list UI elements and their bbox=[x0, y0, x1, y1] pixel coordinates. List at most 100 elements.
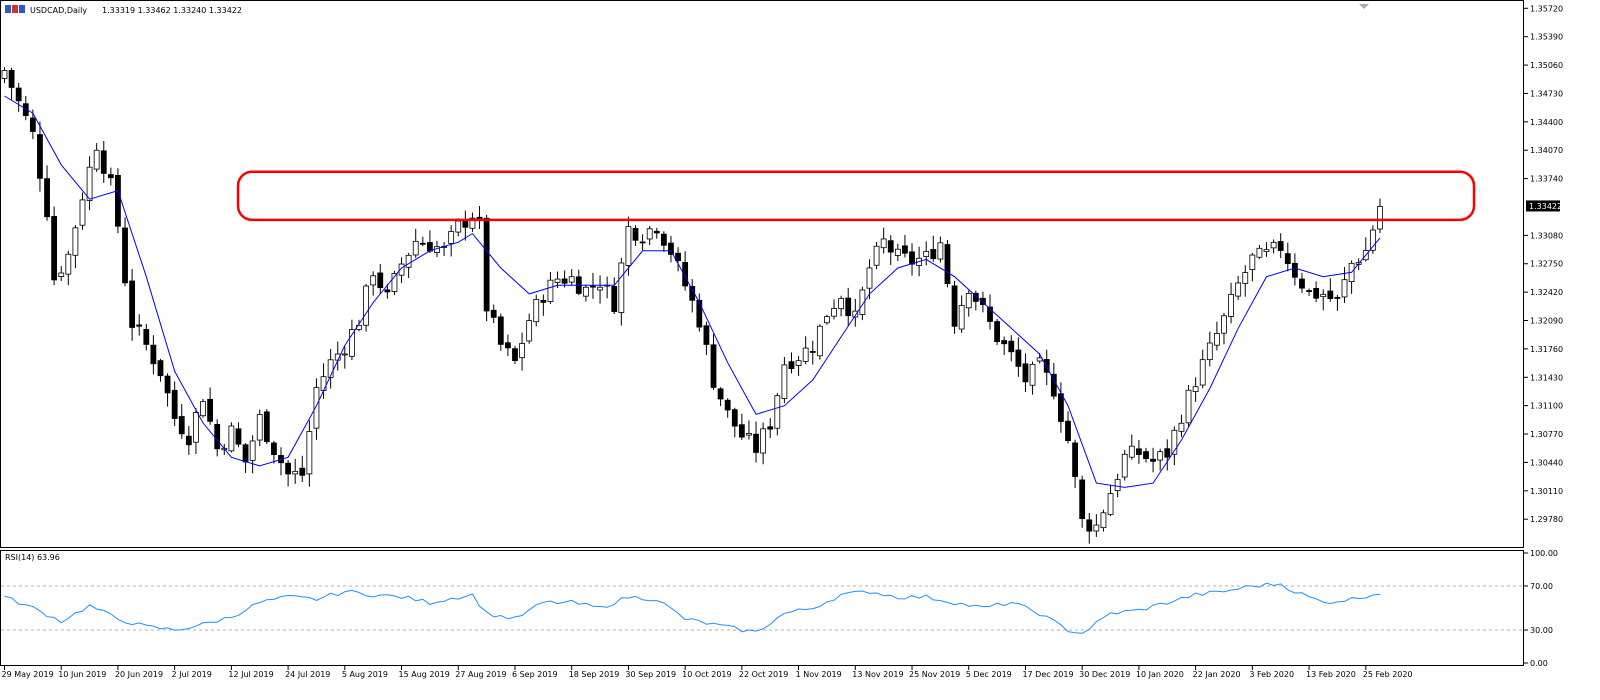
bull-candle bbox=[859, 289, 866, 315]
bear-candle bbox=[100, 150, 107, 174]
bull-candle bbox=[72, 227, 79, 256]
bear-candle bbox=[1327, 290, 1334, 299]
bear-candle bbox=[512, 348, 518, 361]
bull-candle bbox=[533, 299, 540, 323]
bull-candle bbox=[923, 250, 930, 257]
bear-candle bbox=[185, 435, 192, 446]
bear-candle bbox=[483, 217, 490, 312]
bull-candle bbox=[228, 425, 235, 452]
main-frame bbox=[0, 0, 1524, 666]
bear-candle bbox=[1164, 448, 1171, 458]
bear-candle bbox=[902, 245, 908, 254]
bear-candle bbox=[122, 227, 128, 284]
rsi-tick-label: 70.00 bbox=[1530, 582, 1553, 591]
chart-icon-2 bbox=[12, 5, 18, 13]
bull-candle bbox=[937, 242, 944, 260]
rsi-label: RSI(14) 63.96 bbox=[5, 553, 60, 562]
bull-candle bbox=[816, 325, 823, 357]
price-tick-label: 1.29780 bbox=[1530, 515, 1563, 524]
bear-candle bbox=[136, 324, 143, 327]
bull-candle bbox=[831, 308, 837, 317]
price-tick-label: 1.30110 bbox=[1530, 487, 1563, 496]
price-tick-label: 1.31100 bbox=[1530, 402, 1563, 411]
bull-candle bbox=[526, 320, 533, 342]
price-tick-label: 1.34400 bbox=[1530, 118, 1563, 127]
bear-candle bbox=[299, 467, 306, 476]
bear-candle bbox=[384, 289, 391, 293]
bear-candle bbox=[497, 316, 504, 345]
bull-candle bbox=[65, 253, 72, 275]
resistance-zone bbox=[236, 170, 1476, 222]
bull-candle bbox=[306, 431, 313, 475]
bear-candle bbox=[150, 344, 157, 365]
bear-candle bbox=[1015, 349, 1022, 367]
time-tick-label: 12 Jul 2019 bbox=[228, 670, 273, 679]
bear-candle bbox=[738, 424, 745, 438]
time-tick-label: 5 Aug 2019 bbox=[342, 670, 388, 679]
bull-candle bbox=[455, 220, 462, 233]
bull-candle bbox=[582, 286, 589, 297]
bear-candle bbox=[44, 178, 50, 218]
scroll-marker-icon[interactable] bbox=[1359, 4, 1369, 9]
bear-candle bbox=[37, 134, 43, 179]
bull-candle bbox=[1, 70, 8, 79]
time-tick-label: 15 Aug 2019 bbox=[399, 670, 450, 679]
bull-candle bbox=[398, 263, 405, 276]
bear-candle bbox=[972, 292, 979, 302]
bear-candle bbox=[22, 103, 29, 117]
bear-candle bbox=[143, 329, 150, 345]
candles bbox=[1, 67, 1383, 544]
bull-candle bbox=[349, 329, 355, 357]
bear-candle bbox=[930, 249, 937, 260]
bull-candle bbox=[1036, 357, 1043, 362]
bear-candle bbox=[171, 389, 178, 419]
symbol-label: USDCAD,Daily bbox=[30, 6, 87, 15]
time-tick-label: 5 Dec 2019 bbox=[966, 670, 1012, 679]
bear-candle bbox=[731, 409, 738, 427]
bull-candle bbox=[1157, 451, 1164, 461]
bear-candle bbox=[476, 216, 483, 220]
bear-candle bbox=[809, 351, 816, 353]
bull-candle bbox=[1093, 524, 1100, 532]
price-tick-label: 1.32090 bbox=[1530, 317, 1563, 326]
bear-candle bbox=[504, 342, 511, 349]
bull-candle bbox=[341, 353, 348, 356]
bear-candle bbox=[1065, 420, 1071, 442]
bear-candle bbox=[1143, 451, 1149, 460]
bull-candle bbox=[646, 228, 653, 240]
price-axis: 1.35720 1.35390 1.35060 1.34730 1.34400 1.340… bbox=[1523, 4, 1563, 524]
bear-candle bbox=[1022, 363, 1029, 383]
bull-candle bbox=[1228, 294, 1234, 317]
bull-candle bbox=[256, 414, 263, 441]
bull-candle bbox=[1128, 445, 1135, 458]
bull-candle bbox=[320, 376, 327, 391]
bull-candle bbox=[866, 267, 873, 289]
bull-candle bbox=[760, 428, 767, 454]
bull-candle bbox=[79, 199, 86, 226]
bear-candle bbox=[668, 242, 674, 255]
bear-candle bbox=[611, 286, 618, 312]
time-tick-label: 18 Sep 2019 bbox=[569, 670, 620, 679]
bull-candle bbox=[86, 166, 93, 201]
bull-candle bbox=[1221, 315, 1227, 334]
bull-candle bbox=[618, 262, 625, 313]
rsi-tick-label: 30.00 bbox=[1530, 626, 1553, 635]
bull-candle bbox=[894, 248, 901, 256]
bull-candle bbox=[838, 298, 845, 310]
time-tick-label: 20 Jun 2019 bbox=[115, 670, 163, 679]
bear-candle bbox=[1086, 519, 1093, 532]
bear-candle bbox=[8, 69, 15, 88]
bear-candle bbox=[263, 411, 270, 443]
rsi-axis: 100.00 70.00 30.00 0.00 bbox=[1, 549, 1558, 668]
bull-candle bbox=[519, 343, 525, 359]
bear-candle bbox=[909, 251, 915, 265]
ohlc-label: 1.33319 1.33462 1.33240 1.33422 bbox=[102, 6, 242, 15]
price-tick-label: 1.35390 bbox=[1530, 33, 1563, 42]
bull-candle bbox=[1341, 279, 1348, 298]
bear-candle bbox=[1150, 458, 1156, 462]
bear-candle bbox=[1334, 296, 1341, 299]
bull-candle bbox=[469, 217, 476, 229]
bull-candle bbox=[795, 360, 802, 366]
